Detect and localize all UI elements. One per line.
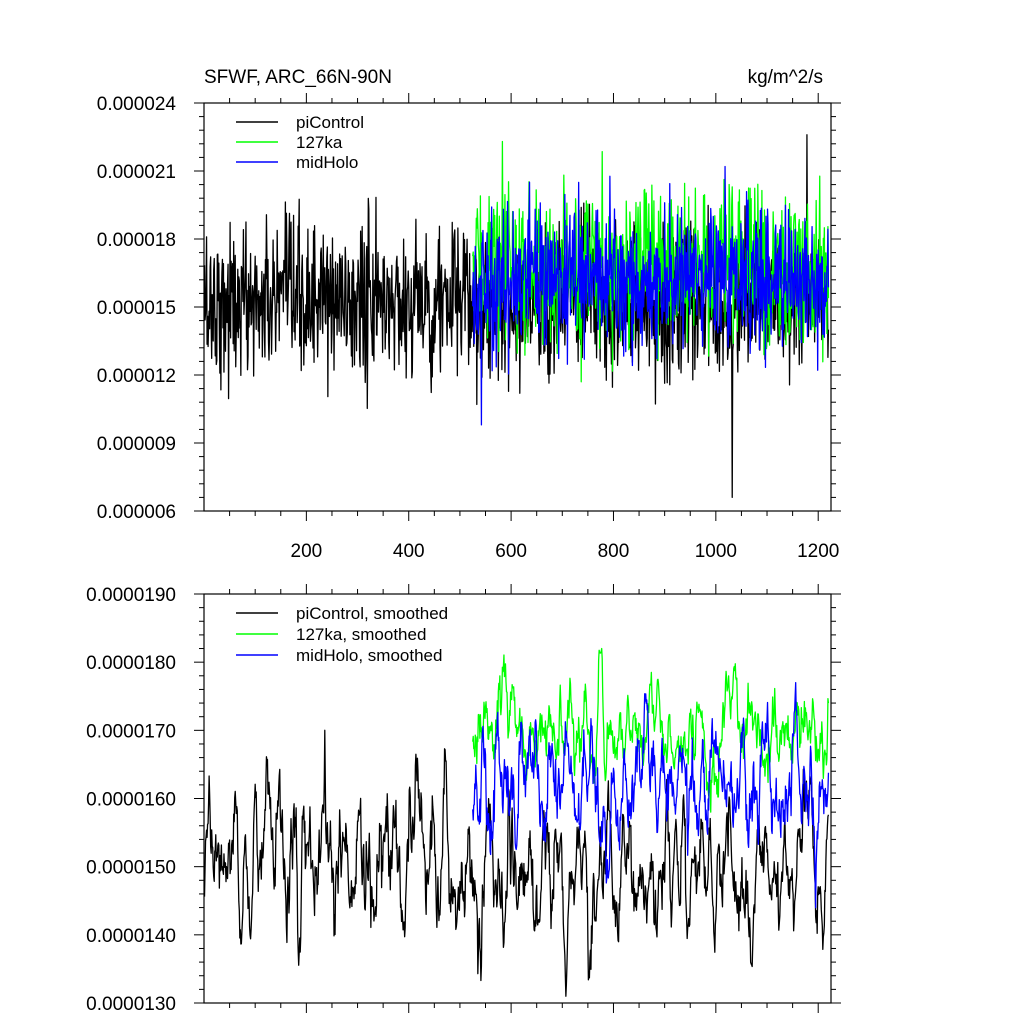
series-line-midholo-smoothed	[472, 681, 830, 909]
x-tick-label: 1200	[797, 541, 839, 562]
x-tick-label: 800	[598, 541, 630, 562]
series-line-picontrol-smoothed	[204, 729, 830, 997]
y-tick-label: 0.0000170	[86, 721, 176, 742]
x-tick-label: 200	[291, 541, 323, 562]
y-tick-label: 0.000024	[97, 94, 177, 115]
legend-label: 127ka, smoothed	[296, 625, 426, 644]
y-tick-label: 0.000012	[97, 366, 176, 387]
y-tick-label: 0.0000190	[86, 585, 176, 606]
x-tick-label: 600	[495, 541, 527, 562]
y-tick-label: 0.0000140	[86, 926, 176, 947]
y-tick-label: 0.0000160	[86, 790, 176, 811]
units-label: kg/m^2/s	[748, 67, 823, 88]
series-group	[204, 134, 830, 499]
y-tick-label: 0.0000150	[86, 858, 176, 879]
x-tick-label: 1000	[695, 541, 737, 562]
chart-panel-1: 200 400 600 800 1000 1200 0.000006 0.000009 0.00…	[97, 67, 841, 562]
y-tick-label: 0.0000130	[86, 994, 176, 1015]
y-tick-label: 0.000018	[97, 230, 176, 251]
legend-label: midHolo, smoothed	[296, 646, 442, 665]
y-tick-label: 0.000015	[97, 298, 176, 319]
legend-label: piControl	[296, 113, 364, 132]
y-tick-label: 0.000009	[97, 434, 176, 455]
y-tick-label: 0.0000180	[86, 653, 176, 674]
legend-label: midHolo	[296, 153, 358, 172]
chart-title: SFWF, ARC_66N-90N	[204, 67, 392, 88]
series-group	[204, 647, 830, 997]
legend-label: 127ka	[296, 133, 343, 152]
y-tick-label: 0.000021	[97, 162, 176, 183]
y-tick-label: 0.000006	[97, 502, 176, 523]
chart-panel-2: 0.0000130 0.0000140 0.0000150 0.0000160 0.00…	[86, 584, 841, 1015]
x-tick-label: 400	[393, 541, 425, 562]
series-line-midholo	[472, 165, 830, 426]
legend-label: piControl, smoothed	[296, 604, 448, 623]
